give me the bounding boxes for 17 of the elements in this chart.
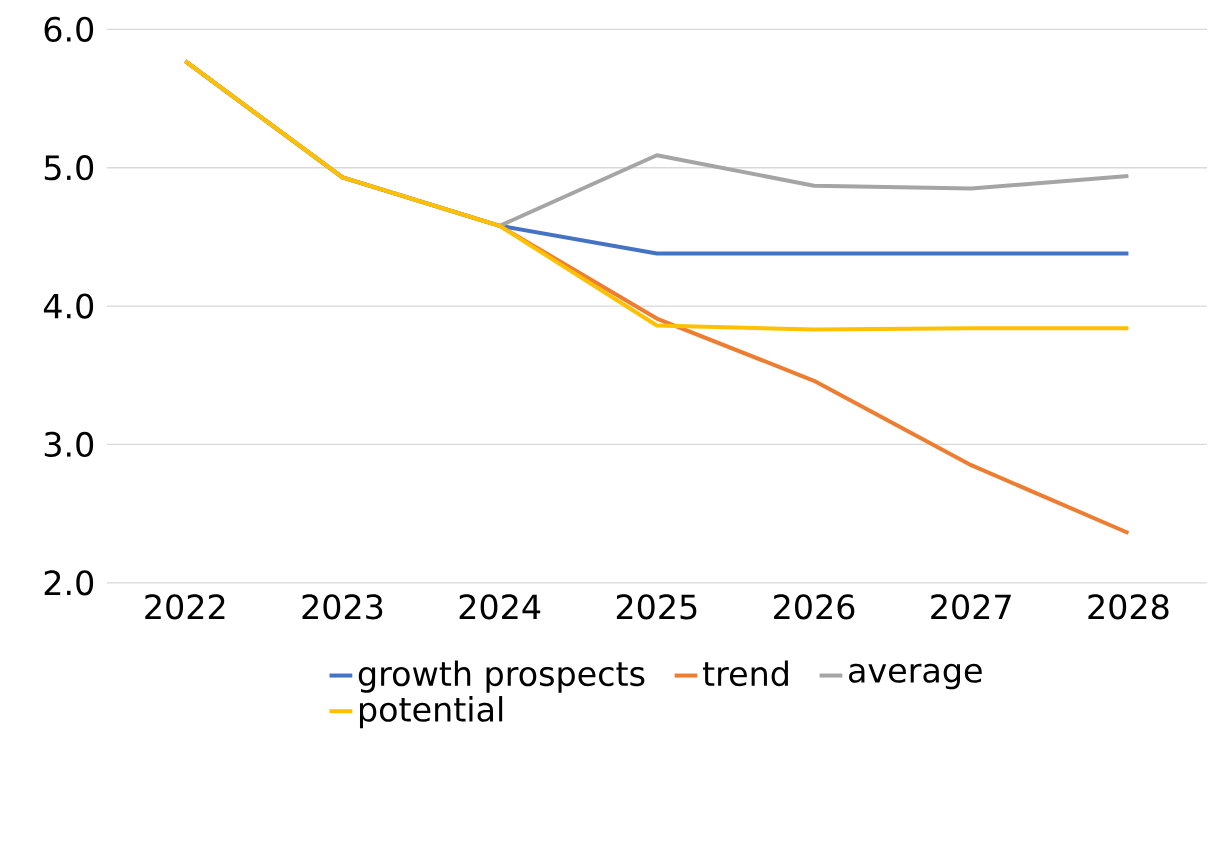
- y-tick-label: 3.0: [44, 432, 94, 458]
- x-tick-label: 2025: [616, 594, 697, 620]
- y-tick-label: 2.0: [44, 570, 94, 596]
- y-tick-label: 6.0: [44, 16, 94, 43]
- legend-label: potential: [359, 696, 503, 729]
- legend-label: growth prospects: [358, 660, 645, 693]
- line-series: [183, 59, 1131, 332]
- x-tick-label: 2027: [931, 594, 1011, 620]
- x-tick-label: 2023: [302, 594, 383, 620]
- x-tick-label: 2028: [1088, 594, 1169, 620]
- x-tick-label: 2022: [145, 594, 225, 620]
- y-tick-label: 5.0: [44, 155, 94, 181]
- x-tick-label: 2026: [774, 594, 855, 620]
- legend-label: trend: [702, 660, 788, 687]
- legend-label: average: [849, 663, 982, 690]
- y-tick-label: 4.0: [43, 293, 94, 319]
- x-tick-label: 2024: [459, 594, 541, 620]
